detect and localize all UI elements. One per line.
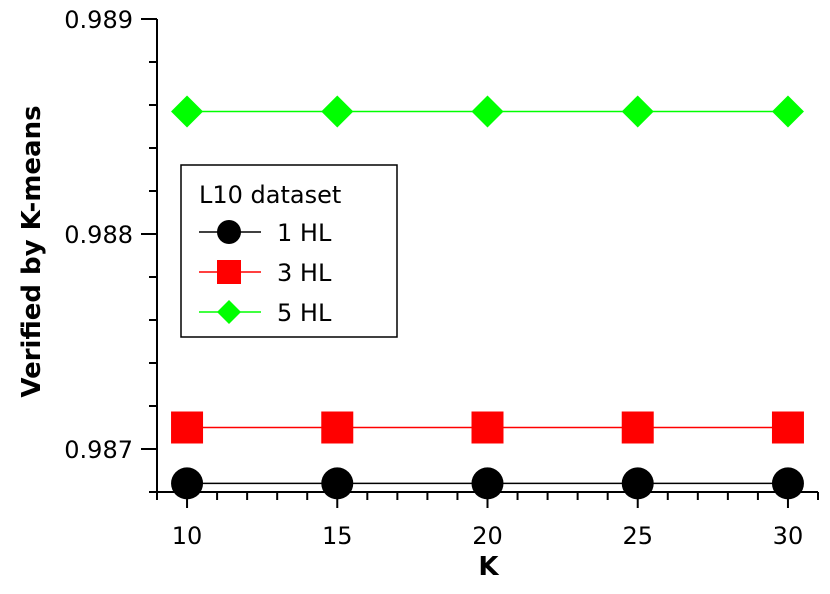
series-1 [171,467,804,500]
series-2 [171,411,804,444]
x-tick-label: 25 [622,522,653,550]
legend-entry: 5 HL [199,299,332,327]
x-tick-label: 20 [472,522,503,550]
data-point-square [471,411,504,444]
data-point-diamond [321,95,354,128]
series-3 [171,95,804,128]
y-tick-label: 0.989 [64,6,133,34]
x-tick-label: 30 [773,522,804,550]
y-tick-label: 0.987 [64,436,133,464]
y-axis-title: Verified by K-means [17,105,47,397]
x-axis-title: K [478,552,499,582]
legend-title: L10 dataset [199,181,341,209]
y-tick-label: 0.988 [64,221,133,249]
data-point-circle [321,467,354,500]
data-point-square [171,411,204,444]
data-point-circle [171,467,204,500]
data-point-diamond [471,95,504,128]
legend-label: 1 HL [277,219,332,247]
x-tick-label: 10 [172,522,203,550]
data-point-square [771,411,804,444]
series-layer [171,95,804,500]
legend-marker-circle [217,220,241,244]
axes: 0.987 0.988 0.989 10 15 20 25 30 [64,6,819,550]
legend-entry: 3 HL [199,259,332,287]
data-point-diamond [621,95,654,128]
legend-box [180,164,398,338]
x-tick-label: 15 [322,522,353,550]
legend-entry: 1 HL [199,219,332,247]
legend-marker-square [217,260,241,284]
legend: L10 dataset 1 HL 3 HL 5 HL [180,164,398,338]
data-point-circle [471,467,504,500]
data-point-diamond [771,95,804,128]
data-point-circle [621,467,654,500]
data-point-diamond [171,95,204,128]
data-point-square [621,411,654,444]
data-point-circle [771,467,804,500]
legend-marker-diamond [217,300,241,324]
legend-label: 3 HL [277,259,332,287]
data-point-square [321,411,354,444]
legend-label: 5 HL [277,299,332,327]
